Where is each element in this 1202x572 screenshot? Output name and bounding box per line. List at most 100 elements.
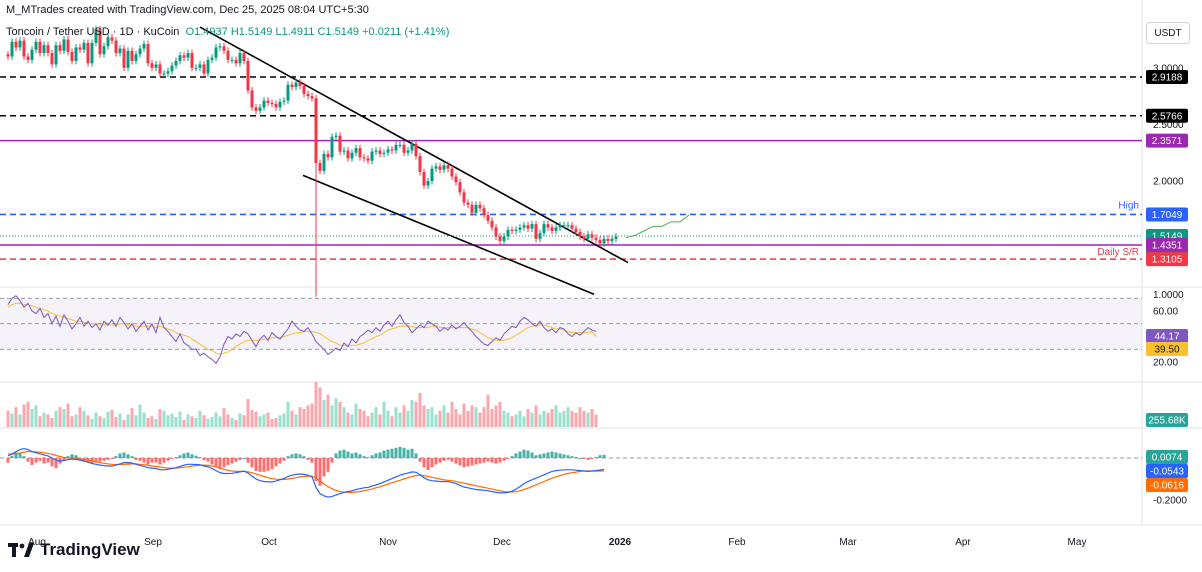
candle <box>514 229 518 231</box>
macd-histogram-bar <box>14 452 18 458</box>
macd-histogram-bar <box>250 458 254 468</box>
macd-histogram-bar <box>514 453 518 458</box>
macd-histogram-bar <box>466 458 470 467</box>
candle <box>450 168 454 177</box>
macd-histogram-bar <box>390 448 394 458</box>
badge-macd: -0.0543 <box>1150 467 1184 478</box>
candle <box>574 228 578 233</box>
macd-histogram-bar <box>94 458 98 463</box>
volume-bar <box>298 407 302 427</box>
candle <box>598 239 602 244</box>
volume-bar <box>382 401 386 427</box>
volume-bar <box>114 417 118 427</box>
macd-histogram-bar <box>222 458 226 468</box>
candle <box>126 50 130 68</box>
macd-histogram-bar <box>370 455 374 458</box>
volume-bar <box>178 411 182 427</box>
tradingview-brand[interactable]: TradingView <box>8 540 140 560</box>
candle <box>530 224 534 229</box>
candle <box>346 150 350 159</box>
volume-bar <box>270 418 274 427</box>
candle <box>430 168 434 182</box>
macd-histogram-bar <box>506 458 510 459</box>
candle <box>142 44 146 49</box>
macd-histogram-bar <box>534 455 538 458</box>
candle <box>222 46 226 51</box>
volume-bar <box>574 412 578 427</box>
candle <box>490 220 494 228</box>
macd-histogram-bar <box>230 458 234 464</box>
volume-bar <box>370 412 374 427</box>
candle <box>106 37 110 47</box>
badge-macd-signal: -0.0616 <box>1150 481 1184 492</box>
volume-bar <box>50 418 54 427</box>
volume-bar <box>354 403 358 427</box>
candle <box>98 29 102 55</box>
candle <box>354 148 358 153</box>
candle <box>470 204 474 213</box>
candle <box>518 227 522 230</box>
volume-bar <box>566 407 570 427</box>
macd-histogram-bar <box>398 446 402 458</box>
candle <box>278 101 282 108</box>
macd-histogram-bar <box>562 454 566 458</box>
candle <box>570 225 574 229</box>
volume-bar <box>314 382 318 427</box>
macd-histogram-bar <box>166 458 170 461</box>
candle <box>478 204 482 209</box>
volume-bar <box>274 418 278 427</box>
volume-bar <box>342 407 346 427</box>
candle <box>266 100 270 103</box>
macd-histogram-bar <box>198 457 202 459</box>
symbol-name[interactable]: Toncoin / Tether USD · 1D · KuCoin <box>6 26 180 38</box>
macd-histogram-bar <box>42 458 46 464</box>
candle <box>446 165 450 169</box>
badge-volume: 255.68K <box>1148 416 1186 427</box>
level-text-high: High <box>1118 200 1139 211</box>
candle <box>78 47 82 50</box>
macd-histogram-bar <box>558 453 562 458</box>
macd-histogram-bar <box>374 453 378 458</box>
volume-bar <box>594 414 598 427</box>
macd-histogram-bar <box>310 458 314 463</box>
currency-button[interactable]: USDT <box>1146 22 1190 44</box>
candle <box>82 42 86 50</box>
volume-bar <box>510 416 514 427</box>
candle <box>306 93 310 97</box>
candle <box>226 50 230 60</box>
volume-bar <box>398 412 402 427</box>
volume-bar <box>198 410 202 427</box>
candle <box>382 152 386 154</box>
volume-bar <box>278 415 282 427</box>
macd-histogram-bar <box>518 451 522 458</box>
macd-histogram-bar <box>566 455 570 458</box>
macd-histogram-bar <box>410 448 414 458</box>
candle <box>606 238 610 242</box>
macd-histogram-bar <box>74 455 78 458</box>
candle <box>358 148 362 158</box>
macd-histogram-bar <box>170 458 174 459</box>
candle <box>362 157 366 159</box>
macd-histogram-bar <box>186 452 190 458</box>
rsi-line <box>7 295 597 365</box>
badge-level-1-7049: 1.7049 <box>1152 210 1183 221</box>
candle <box>66 39 70 52</box>
time-tick-label: 2026 <box>609 537 632 548</box>
macd-histogram-bar <box>122 452 126 458</box>
macd-histogram-bar <box>210 458 214 465</box>
macd-histogram-bar <box>302 456 306 458</box>
volume-bar <box>6 410 10 427</box>
volume-bar <box>422 405 426 427</box>
candle <box>170 65 174 72</box>
volume-bar <box>158 409 162 427</box>
volume-bar <box>214 412 218 427</box>
candle <box>86 42 90 64</box>
volume-bar <box>330 405 334 427</box>
volume-bar <box>454 409 458 427</box>
badge-rsi-bg <box>1146 329 1188 343</box>
candle <box>406 150 410 153</box>
badge-level-1-7049-bg <box>1146 207 1188 222</box>
macd-histogram-bar <box>498 458 502 463</box>
macd-histogram-bar <box>490 458 494 463</box>
